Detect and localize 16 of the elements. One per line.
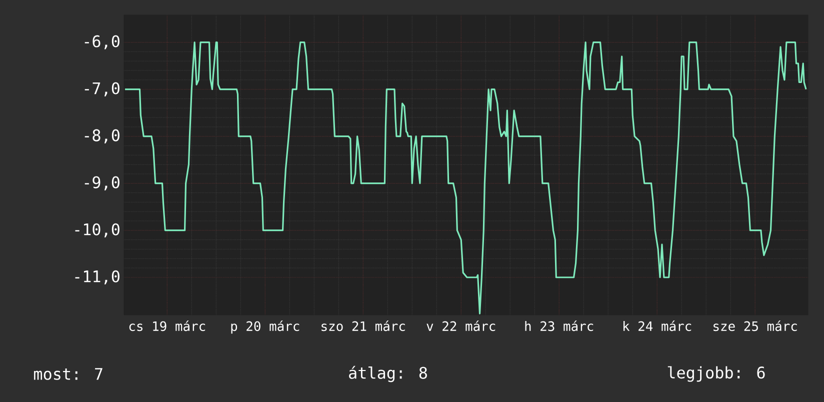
text: most: 7 [34, 368, 102, 380]
x-tick-label: h 23 márc [525, 320, 594, 332]
x-tick-label: szo 21 márc [322, 320, 405, 332]
y-tick-label: -9,0 [84, 176, 120, 190]
y-tick-label: -7,0 [84, 82, 120, 96]
y-tick-label: -6,0 [84, 35, 120, 50]
y-tick-label: -8,0 [84, 129, 120, 144]
x-tick-label: k 24 márc [623, 320, 692, 332]
x-tick-label: sze 25 márc [714, 320, 797, 332]
text: átlag: 8 [349, 366, 427, 382]
x-tick-label: v 22 márc [426, 320, 496, 332]
y-tick-label: -11,0 [75, 270, 120, 284]
x-tick-label: cs 19 márc [129, 320, 206, 332]
text: legjobb: 6 [668, 366, 765, 382]
x-tick-label: p 20 márc [231, 320, 300, 334]
y-tick-label: -10,0 [75, 223, 120, 238]
